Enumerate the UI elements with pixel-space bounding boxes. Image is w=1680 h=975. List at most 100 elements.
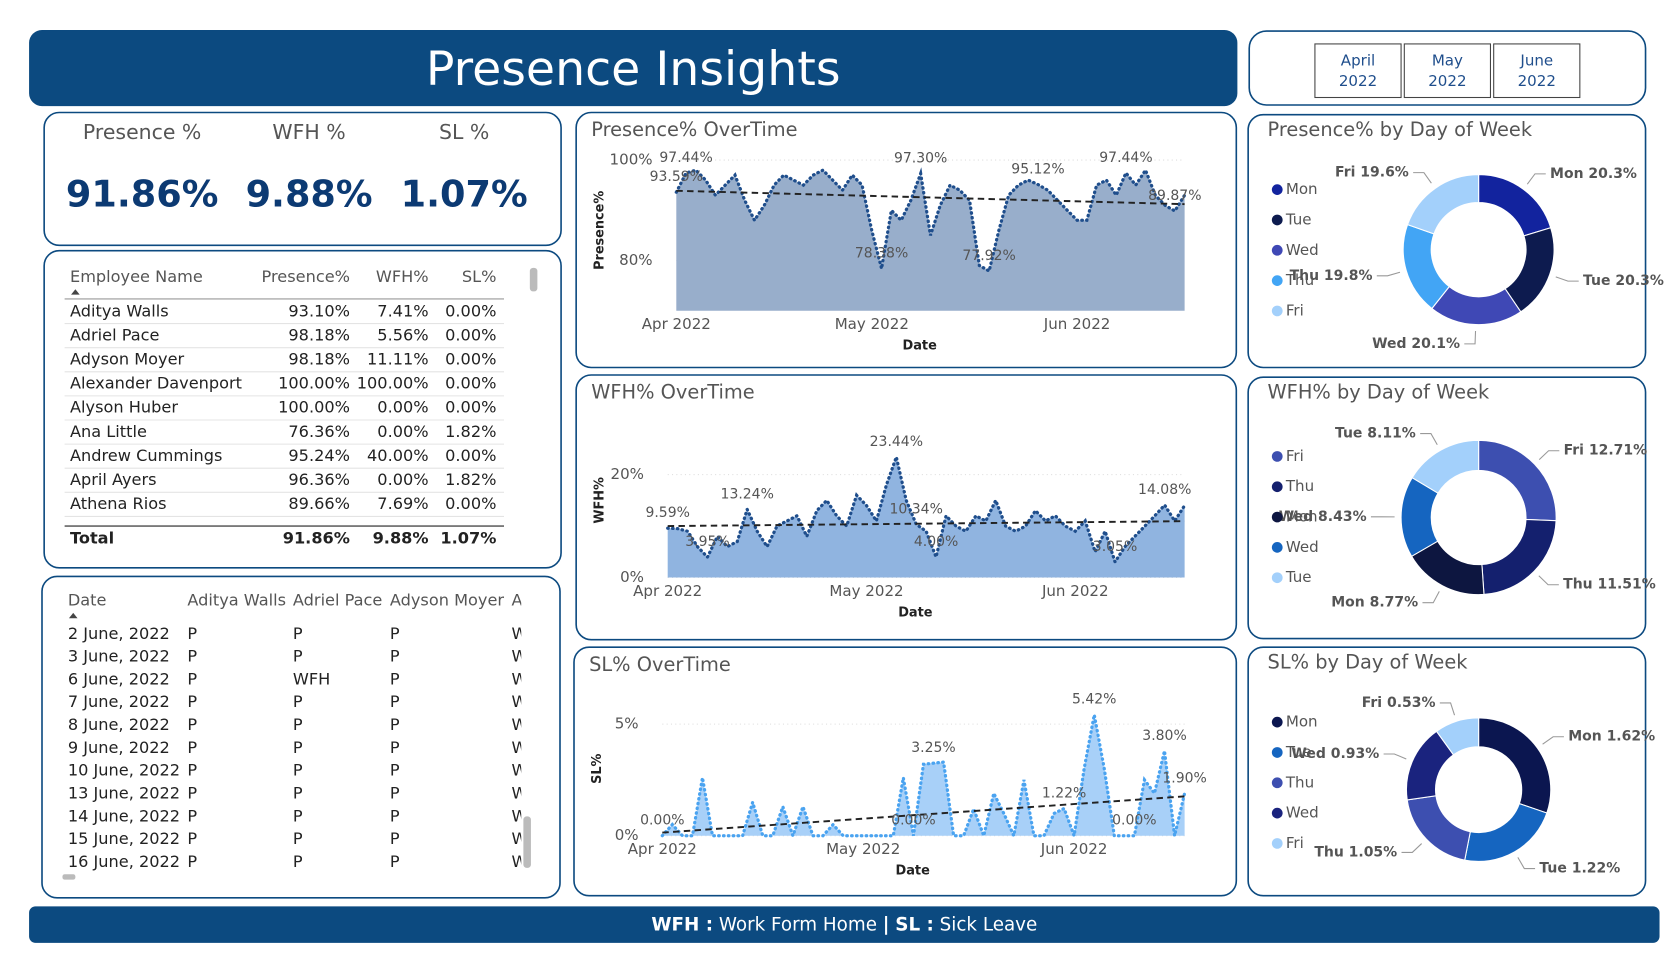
scrollbar[interactable] — [523, 816, 531, 868]
legend-label: Wed — [1286, 241, 1319, 259]
slice-label: Wed 0.93% — [1291, 746, 1379, 762]
table-cell: 98.18% — [288, 350, 350, 369]
legend-swatch — [1271, 451, 1283, 462]
legend-label: Wed — [1286, 538, 1319, 556]
chart-panel — [1247, 376, 1647, 640]
table-total: 1.07% — [440, 528, 496, 547]
slice-category: Mon — [1568, 729, 1601, 745]
legend-label: Mon — [1286, 713, 1318, 731]
slice-value: 11.51% — [1598, 577, 1656, 593]
data-label: 3.80% — [1142, 728, 1186, 744]
table-cell: P — [187, 806, 197, 825]
footer-sep: | — [883, 915, 890, 936]
kpi-value: 1.07% — [401, 173, 528, 216]
table-header: Aditya Walls — [187, 591, 286, 610]
leader-line — [1526, 173, 1546, 185]
table-cell: 0.00% — [445, 446, 496, 465]
table-cell: P — [293, 715, 303, 734]
data-label: 93.59% — [650, 169, 703, 185]
table-cell: P — [293, 829, 303, 848]
table-cell: 7.41% — [377, 301, 428, 320]
table-cell: P — [187, 647, 197, 666]
table-header: Adyson Moyer — [390, 591, 505, 610]
table-header: SL% — [462, 267, 497, 286]
slice-category: Wed — [1372, 336, 1406, 352]
y-tick-label: 80% — [619, 251, 652, 269]
scrollbar[interactable] — [529, 267, 538, 292]
legend-swatch — [1271, 214, 1283, 226]
table-cell: Aditya Walls — [70, 301, 169, 320]
table-header: Presence% — [262, 267, 350, 286]
slice-category: Wed — [1291, 746, 1325, 762]
sort-icon — [68, 612, 78, 619]
table-cell: P — [390, 647, 400, 666]
table-cell: WFH — [293, 669, 330, 688]
slice-label: Tue 8.11% — [1335, 426, 1416, 442]
table-cell: P — [293, 738, 303, 757]
table-cell: 8 June, 2022 — [68, 715, 170, 734]
y-tick-label: 100% — [610, 151, 653, 169]
scrollbar[interactable] — [62, 874, 76, 880]
slice-value: 19.8% — [1324, 268, 1373, 284]
slice-label: Thu 11.51% — [1563, 577, 1656, 593]
x-tick-label: May 2022 — [829, 582, 903, 600]
leader-line — [1538, 450, 1560, 461]
data-label: 1.22% — [1042, 786, 1086, 802]
series-line — [660, 714, 1187, 842]
slice-label: Tue 20.3% — [1583, 273, 1664, 289]
area-fill — [662, 714, 1185, 836]
y-tick-label: 20% — [611, 465, 644, 483]
table-cell: 14 June, 2022 — [68, 806, 180, 825]
legend-label: Fri — [1286, 447, 1304, 465]
slice-label: Wed 20.1% — [1372, 336, 1460, 352]
slice-value: 1.22% — [1572, 861, 1621, 877]
slicer-label: 2022 — [1339, 72, 1377, 90]
table-cell: April Ayers — [70, 470, 157, 489]
data-label: 10.34% — [890, 501, 943, 517]
table-cell: 1.82% — [445, 470, 496, 489]
data-label: 97.44% — [1099, 150, 1152, 166]
table-cell: P — [187, 784, 197, 803]
slice-label: Fri 0.53% — [1362, 695, 1436, 711]
table-cell: 0.00% — [445, 350, 496, 369]
chart-panel — [1247, 113, 1647, 369]
table-cell: P — [390, 761, 400, 780]
data-label: 0.00% — [640, 813, 684, 829]
table-cell: 96.36% — [288, 470, 350, 489]
slicer-button[interactable] — [1314, 43, 1402, 99]
table-total: 9.88% — [373, 528, 429, 547]
x-tick-label: May 2022 — [826, 840, 900, 858]
data-label: 9.59% — [645, 505, 689, 521]
slice-value: 1.62% — [1607, 729, 1656, 745]
slice-category: Fri — [1564, 443, 1584, 459]
legend-swatch — [1271, 305, 1283, 317]
table-cell: 0.00% — [445, 398, 496, 417]
slice-value: 20.1% — [1411, 336, 1460, 352]
leader-line — [1422, 591, 1440, 604]
chart-panel — [573, 646, 1238, 897]
legend-swatch — [1271, 481, 1283, 493]
table-cell: P — [293, 784, 303, 803]
table-cell: P — [293, 852, 303, 871]
y-tick-label: 0% — [620, 568, 644, 586]
table-cell: 7.69% — [377, 494, 428, 513]
data-label: 23.44% — [870, 434, 923, 450]
slicer-button[interactable] — [1493, 43, 1581, 99]
data-label: 78.38% — [855, 246, 908, 262]
slice-value: 0.93% — [1331, 746, 1380, 762]
chart-panel — [1247, 646, 1647, 897]
leader-line — [1420, 433, 1438, 446]
legend-swatch — [1271, 184, 1283, 195]
slicer-label: 2022 — [1518, 72, 1556, 90]
legend-label: Mon — [1286, 180, 1318, 198]
x-tick-label: Apr 2022 — [642, 315, 711, 333]
slice-category: Tue — [1335, 426, 1362, 442]
data-label: 3.25% — [911, 740, 955, 756]
y-axis-label: SL% — [590, 754, 605, 784]
slicer-button[interactable] — [1403, 43, 1491, 99]
footer-abbr: SL : — [895, 915, 934, 936]
table-cell: P — [390, 852, 400, 871]
data-label: 0.00% — [891, 813, 935, 829]
table-cell: 7 June, 2022 — [68, 692, 170, 711]
